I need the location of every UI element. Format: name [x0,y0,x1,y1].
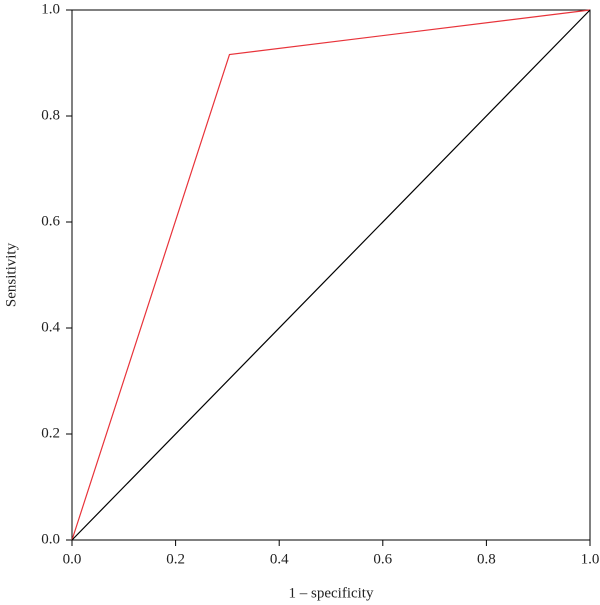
plot-frame [71,9,591,541]
series-line [71,9,591,541]
y-tick-label: 0.8 [41,107,60,123]
x-tick-label: 0.2 [166,551,185,567]
y-axis-title: Sensitivity [3,242,19,307]
x-axis-title: 1 – specificity [289,585,374,601]
x-tick-label: 0.0 [63,551,82,567]
y-tick-label: 0.4 [41,319,60,335]
x-tick-label: 0.8 [477,551,496,567]
y-tick-label: 0.6 [41,213,60,229]
y-tick-label: 1.0 [41,1,60,17]
y-tick-label: 0.2 [41,425,60,441]
x-tick-label: 1.0 [581,551,600,567]
x-tick-label: 0.6 [373,551,392,567]
y-tick-label: 0.0 [41,531,60,547]
series-line [71,9,591,541]
x-tick-label: 0.4 [270,551,289,567]
